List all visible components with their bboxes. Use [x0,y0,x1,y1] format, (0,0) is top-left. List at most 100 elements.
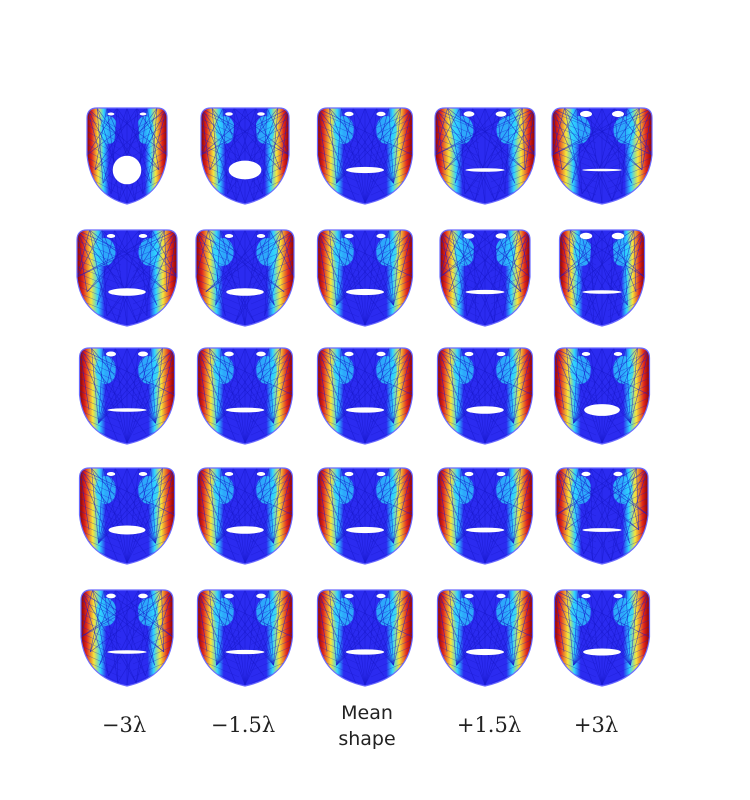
right-eye-opening [138,351,148,357]
mouth-opening [466,406,504,414]
left-eye-opening [344,233,354,239]
mouth-opening [345,288,385,296]
left-eye-opening [464,593,474,599]
face-mesh-r3-c3 [310,340,420,450]
face-mesh-r4-c5 [547,460,657,570]
left-eye-opening [224,234,234,238]
right-eye-opening [376,233,386,239]
right-eye-opening [257,112,265,116]
left-eye-opening [344,471,354,477]
mouth-opening [582,528,622,532]
mouth-opening [465,168,505,172]
column-label-minus-1-5-lambda: −1.5λ [210,713,276,737]
face-mesh-r4-c2 [190,460,300,570]
column-label-minus-3-lambda: −3λ [101,713,147,737]
right-eye-opening [138,593,148,599]
face-mesh-r2-c2 [190,222,300,332]
face-mesh-r3-c1 [72,340,182,450]
left-eye-opening [106,593,116,599]
right-eye-opening [496,593,506,599]
mouth-opening [582,168,622,172]
face-mesh-r1-c1 [72,100,182,210]
left-eye-opening [463,111,475,117]
left-eye-opening [581,352,591,356]
left-eye-opening [464,351,474,357]
right-eye-opening [612,110,624,118]
mouth-opening [107,408,147,412]
mouth-opening [345,649,385,655]
right-eye-opening [613,352,623,356]
mouth-opening [345,166,385,174]
face-mesh-r2-c4 [430,222,540,332]
mouth-opening [584,404,620,416]
face-mesh-r3-c2 [190,340,300,450]
left-eye-opening [579,232,593,240]
mouth-opening [226,526,264,534]
right-eye-opening [495,233,507,239]
face-mesh-r1-c5 [547,100,657,210]
mouth-opening [112,155,142,185]
left-eye-opening [581,471,591,477]
right-eye-opening [376,471,386,477]
face-mesh-r3-c4 [430,340,540,450]
left-eye-opening [344,111,354,117]
right-eye-opening [256,234,266,238]
left-eye-opening [106,234,116,238]
left-eye-opening [224,593,234,599]
mouth-opening [582,290,622,294]
right-eye-opening [256,472,266,476]
mouth-opening [228,160,262,180]
right-eye-opening [376,593,386,599]
left-eye-opening [344,593,354,599]
right-eye-opening [496,471,506,477]
face-mesh-r2-c1 [72,222,182,332]
right-eye-opening [138,472,148,476]
left-eye-opening [580,110,592,118]
face-mesh-r5-c2 [190,582,300,692]
left-eye-opening [107,112,115,116]
column-label-mean-shape: Mean shape [338,702,396,750]
right-eye-opening [139,112,147,116]
mouth-opening [107,650,147,654]
left-eye-opening [581,593,591,599]
face-mesh-r2-c5 [547,222,657,332]
left-eye-opening [464,471,474,477]
right-eye-opening [376,111,386,117]
left-eye-opening [224,472,234,476]
right-eye-opening [611,232,625,240]
left-eye-opening [225,112,233,116]
mouth-opening [108,288,146,296]
face-mesh-r5-c3 [310,582,420,692]
face-mesh-r5-c5 [547,582,657,692]
mouth-opening [465,527,505,533]
left-eye-opening [106,351,116,357]
mouth-opening [225,649,265,655]
mouth-opening [583,648,621,656]
column-label-plus-3-lambda: +3λ [573,713,619,737]
face-mesh-r5-c1 [72,582,182,692]
left-eye-opening [224,351,234,357]
mouth-opening [108,525,146,535]
face-mesh-r1-c2 [190,100,300,210]
right-eye-opening [495,111,507,117]
face-mesh-r5-c4 [430,582,540,692]
mouth-opening [345,407,385,413]
right-eye-opening [256,593,266,599]
face-mesh-r4-c3 [310,460,420,570]
right-eye-opening [613,593,623,599]
mouth-opening [226,288,264,296]
face-mesh-r2-c3 [310,222,420,332]
left-eye-opening [344,351,354,357]
face-mesh-r3-c5 [547,340,657,450]
right-eye-opening [376,351,386,357]
left-eye-opening [463,233,475,239]
mouth-opening [345,526,385,534]
right-eye-opening [613,471,623,477]
right-eye-opening [256,351,266,357]
right-eye-opening [496,351,506,357]
face-mesh-r4-c1 [72,460,182,570]
mouth-opening [225,407,265,413]
face-mesh-r4-c4 [430,460,540,570]
left-eye-opening [106,472,116,476]
